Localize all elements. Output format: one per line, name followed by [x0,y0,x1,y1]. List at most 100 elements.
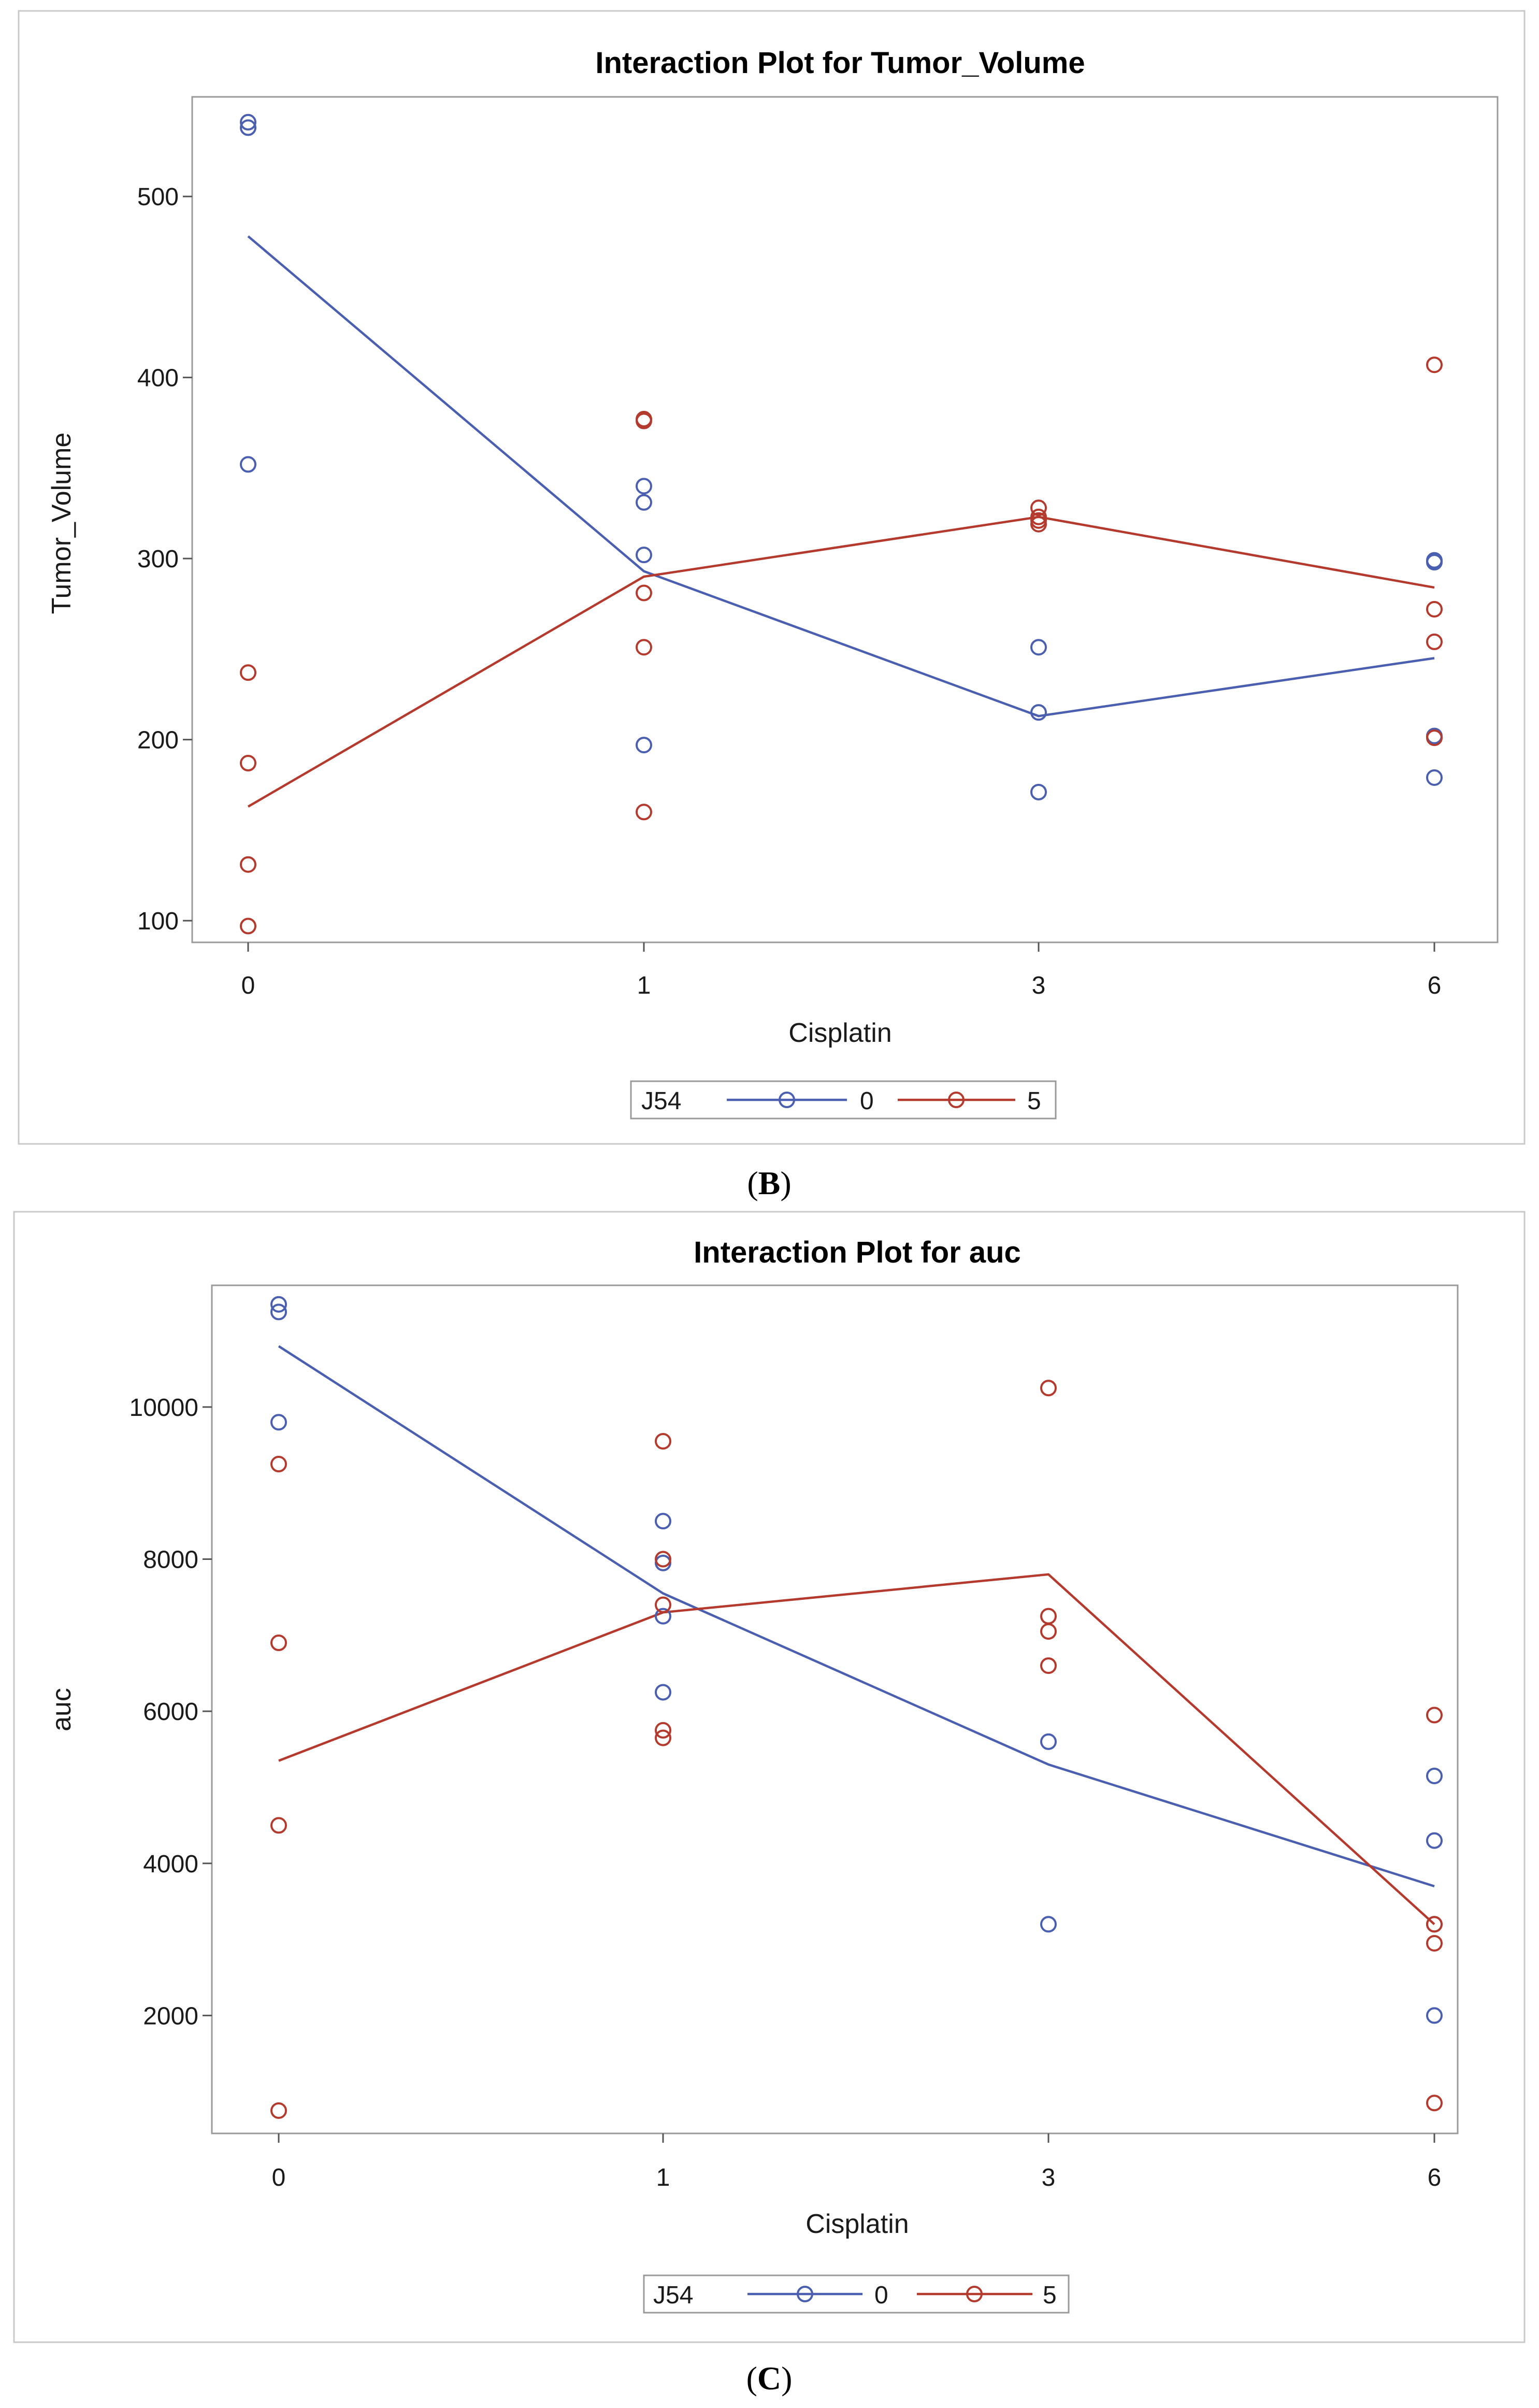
x-tick-label: 1 [637,972,651,999]
legend: J54 0 5 [643,2274,1070,2314]
y-tick-label: 200 [137,727,179,754]
data-point-series-5 [1040,1657,1057,1674]
data-point-series-0 [1426,2007,1443,2024]
auc-chart: Interaction Plot for auc 2000 4000 6000 800… [13,1211,1526,2397]
data-point-series-0 [1040,1916,1057,1933]
data-point-series-0 [655,1684,671,1701]
y-tick-label: 100 [137,908,179,935]
data-point-series-0 [1030,783,1047,800]
x-tick-label: 6 [1428,2164,1442,2191]
data-point-series-0 [240,113,256,131]
data-point-series-5 [1426,356,1443,374]
data-point-series-5 [1426,1934,1443,1952]
x-tick-label: 6 [1428,972,1442,999]
legend-label-series-0: 0 [860,1087,874,1115]
legend-title: J54 [641,1087,681,1115]
plot-area [191,96,1499,943]
data-point-series-0 [655,1608,671,1625]
x-tick-label: 3 [1042,2164,1056,2191]
data-point-series-0 [636,547,652,564]
data-point-series-0 [1040,1733,1057,1750]
x-tick-label: 1 [656,2164,670,2191]
data-point-series-0 [1030,704,1047,721]
data-point-series-5 [655,1722,671,1739]
legend-marker-series-5 [948,1092,965,1108]
legend-label-series-5: 5 [1027,1087,1041,1115]
data-point-series-0 [636,737,652,754]
series-lines [247,235,1435,808]
legend-marker-series-5 [966,2286,983,2302]
y-axis-label: Tumor_Volume [47,433,77,614]
y-tick-label: 500 [137,183,179,211]
data-point-series-0 [240,456,256,473]
data-point-series-0 [270,1303,287,1321]
y-tick-label: 300 [137,546,179,573]
legend-marker-series-0 [797,2286,813,2302]
data-point-series-5 [1426,729,1443,747]
data-point-series-5 [655,1596,671,1613]
legend: J54 0 5 [630,1080,1057,1120]
data-point-series-5 [270,1456,287,1473]
y-tick-label: 8000 [143,1546,198,1574]
data-point-series-5 [655,1432,671,1450]
data-point-series-5 [1426,633,1443,650]
data-point-series-5 [636,639,652,656]
legend-title: J54 [653,2282,693,2309]
y-tick-label: 4000 [143,1851,198,1878]
y-tick-label: 6000 [143,1698,198,1726]
x-axis-ticks: 0 1 3 6 [272,2133,1442,2191]
x-tick-label: 0 [272,2164,286,2191]
legend-label-series-0: 0 [874,2282,888,2309]
data-point-series-5 [1426,1707,1443,1724]
data-point-series-0 [636,478,652,495]
y-tick-label: 400 [137,365,179,392]
data-point-series-0 [240,119,256,136]
data-point-series-5 [240,755,256,772]
panel-caption-letter: B [758,1165,781,1201]
y-axis-label: auc [47,1688,77,1731]
data-point-series-5 [1426,1916,1443,1933]
x-axis-label: Cisplatin [806,2209,909,2239]
data-point-series-0 [636,494,652,511]
data-point-series-0 [1426,1832,1443,1849]
panel-caption: (B) [747,1165,791,1201]
y-tick-label: 2000 [143,2002,198,2030]
data-point-series-5 [636,804,652,821]
panel-caption: (C) [746,2360,793,2397]
y-tick-label: 10000 [130,1394,198,1422]
series-line-5 [247,515,1435,808]
data-point-series-5 [1426,600,1443,618]
series-line-0 [247,235,1435,718]
data-points [240,113,1443,935]
series-line-5 [278,1573,1435,1925]
chart-title: Interaction Plot for Tumor_Volume [595,46,1085,80]
data-point-series-5 [240,856,256,873]
x-axis-ticks: 0 1 3 6 [241,942,1442,999]
data-point-series-5 [270,2102,287,2119]
data-point-series-0 [1426,1767,1443,1784]
series-line-0 [278,1345,1435,1887]
data-point-series-5 [636,584,652,601]
plot-area [211,1284,1459,2134]
data-points [270,1296,1443,2119]
data-point-series-5 [270,1817,287,1834]
x-axis-label: Cisplatin [788,1018,891,1048]
data-point-series-0 [1030,639,1047,656]
legend-label-series-5: 5 [1043,2282,1057,2309]
legend-marker-series-0 [779,1092,795,1108]
panel-caption-letter: C [757,2360,781,2397]
data-point-series-5 [1030,515,1047,533]
data-point-series-5 [1030,499,1047,517]
x-tick-label: 3 [1032,972,1046,999]
data-point-series-0 [1426,554,1443,571]
x-tick-label: 0 [241,972,255,999]
series-lines [278,1345,1435,1925]
data-point-series-5 [240,664,256,681]
data-point-series-5 [655,1729,671,1746]
data-point-series-5 [1426,2095,1443,2112]
data-point-series-0 [655,1513,671,1530]
data-point-series-5 [1040,1623,1057,1640]
data-point-series-5 [240,918,256,935]
data-point-series-5 [1040,1380,1057,1397]
